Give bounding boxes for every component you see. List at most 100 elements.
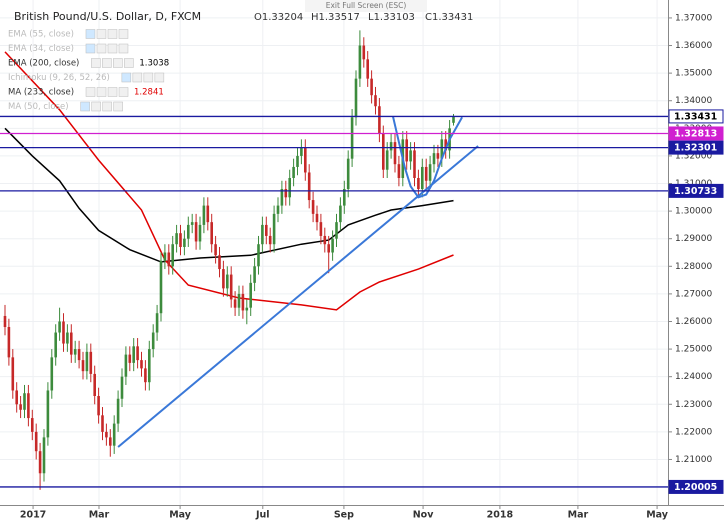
candle-body xyxy=(120,376,124,399)
candle-body xyxy=(15,390,18,405)
candle-body xyxy=(225,274,229,289)
indicator-button[interactable] xyxy=(91,101,101,112)
candle-body xyxy=(264,224,268,236)
candle-body xyxy=(50,357,54,391)
y-tick-label: 1.35000 xyxy=(675,69,712,79)
indicator-label: MA (233, close) xyxy=(8,88,74,98)
candle-body xyxy=(66,332,69,344)
indicator-button[interactable] xyxy=(124,58,134,68)
indicator-label: EMA (200, close) xyxy=(8,59,79,69)
y-tick-label: 1.27000 xyxy=(675,289,712,299)
candle-body xyxy=(339,205,342,223)
x-tick-label: Mar xyxy=(568,510,589,521)
indicator-button[interactable] xyxy=(118,43,129,54)
x-tick-label: Nov xyxy=(413,510,434,521)
candle-body xyxy=(27,393,30,419)
candle-body xyxy=(73,349,77,355)
indicator-button[interactable] xyxy=(132,72,143,83)
indicator-button[interactable] xyxy=(96,29,107,39)
y-tick-label: 1.22000 xyxy=(675,427,712,437)
x-tick-label: 2017 xyxy=(20,510,46,521)
candle-body xyxy=(385,150,389,170)
level-price-label: 1.32301 xyxy=(674,143,717,154)
indicator-button[interactable] xyxy=(107,87,118,97)
x-tick-label: Mar xyxy=(89,510,110,521)
indicator-button[interactable] xyxy=(107,43,118,54)
candle-body xyxy=(342,189,346,206)
candle-body xyxy=(62,321,65,344)
level-price-label: 1.32813 xyxy=(674,128,717,139)
indicator-button[interactable] xyxy=(121,72,132,83)
level-price-box xyxy=(668,183,724,198)
candle-body xyxy=(393,142,397,165)
candle-body xyxy=(354,78,358,118)
candle-body xyxy=(23,393,26,410)
candle-body xyxy=(370,78,373,96)
candle-body xyxy=(346,158,350,190)
candle-body xyxy=(140,360,143,369)
candle-body xyxy=(167,252,171,267)
indicator-button[interactable] xyxy=(85,87,96,97)
candle-body xyxy=(253,266,256,283)
candle-body xyxy=(101,415,104,432)
candle-body xyxy=(3,315,7,328)
indicator-button[interactable] xyxy=(102,101,112,112)
y-tick-label: 1.25000 xyxy=(675,345,712,355)
candle-body xyxy=(85,351,89,372)
candle-body xyxy=(440,139,444,159)
candle-body xyxy=(374,95,377,107)
indicator-button[interactable] xyxy=(91,58,101,68)
indicator-button[interactable] xyxy=(143,72,154,83)
candle-body xyxy=(444,139,447,151)
ohlc-label: L1.33103 xyxy=(368,12,415,23)
axes: 1.200001.210001.220001.230001.240001.250… xyxy=(20,13,724,521)
indicator-label: MA (50, close) xyxy=(8,102,69,112)
indicator-button[interactable] xyxy=(107,29,118,39)
candle-body xyxy=(218,255,221,270)
moving-average-line xyxy=(4,127,454,263)
candle-body xyxy=(257,244,260,267)
candle-body xyxy=(413,150,416,178)
level-price-label: 1.20005 xyxy=(674,482,717,493)
candle-body xyxy=(436,153,440,159)
candle-body xyxy=(7,327,11,358)
exit-fullscreen[interactable]: Exit Full Screen (ESC) xyxy=(326,1,407,10)
candle-body xyxy=(38,451,42,474)
level-price-box xyxy=(668,479,724,494)
indicator-button[interactable] xyxy=(96,87,107,97)
candle-body xyxy=(335,222,338,239)
indicator-button[interactable] xyxy=(102,58,112,68)
level-price-box xyxy=(668,126,724,141)
indicator-button[interactable] xyxy=(154,72,165,83)
ohlc-label: H1.33517 xyxy=(311,12,360,23)
indicator-button[interactable] xyxy=(113,101,123,112)
indicator-button[interactable] xyxy=(118,87,129,97)
candle-body xyxy=(69,332,73,355)
indicator-button[interactable] xyxy=(80,101,90,112)
indicator-button[interactable] xyxy=(113,58,123,68)
candle-body xyxy=(116,398,120,424)
candle-body xyxy=(81,360,85,372)
candle-body xyxy=(323,235,327,245)
candle-body xyxy=(389,142,393,151)
indicator-button[interactable] xyxy=(118,29,129,39)
indicator-button[interactable] xyxy=(96,43,107,54)
candle-body xyxy=(241,293,245,311)
candle-body xyxy=(89,351,93,374)
candle-body xyxy=(132,346,135,363)
candle-body xyxy=(128,354,132,363)
candle-body xyxy=(155,313,159,333)
plot xyxy=(0,30,668,490)
candle-body xyxy=(54,332,57,358)
candle-body xyxy=(397,164,401,178)
indicator-button[interactable] xyxy=(85,29,96,39)
y-tick-label: 1.23000 xyxy=(675,400,712,410)
indicator-label: EMA (34, close) xyxy=(8,44,74,54)
notice-box[interactable] xyxy=(305,0,427,12)
indicator-button[interactable] xyxy=(85,43,96,54)
candle-body xyxy=(190,222,194,225)
candle-body xyxy=(452,116,455,123)
ohlc-label: C1.33431 xyxy=(425,12,473,23)
